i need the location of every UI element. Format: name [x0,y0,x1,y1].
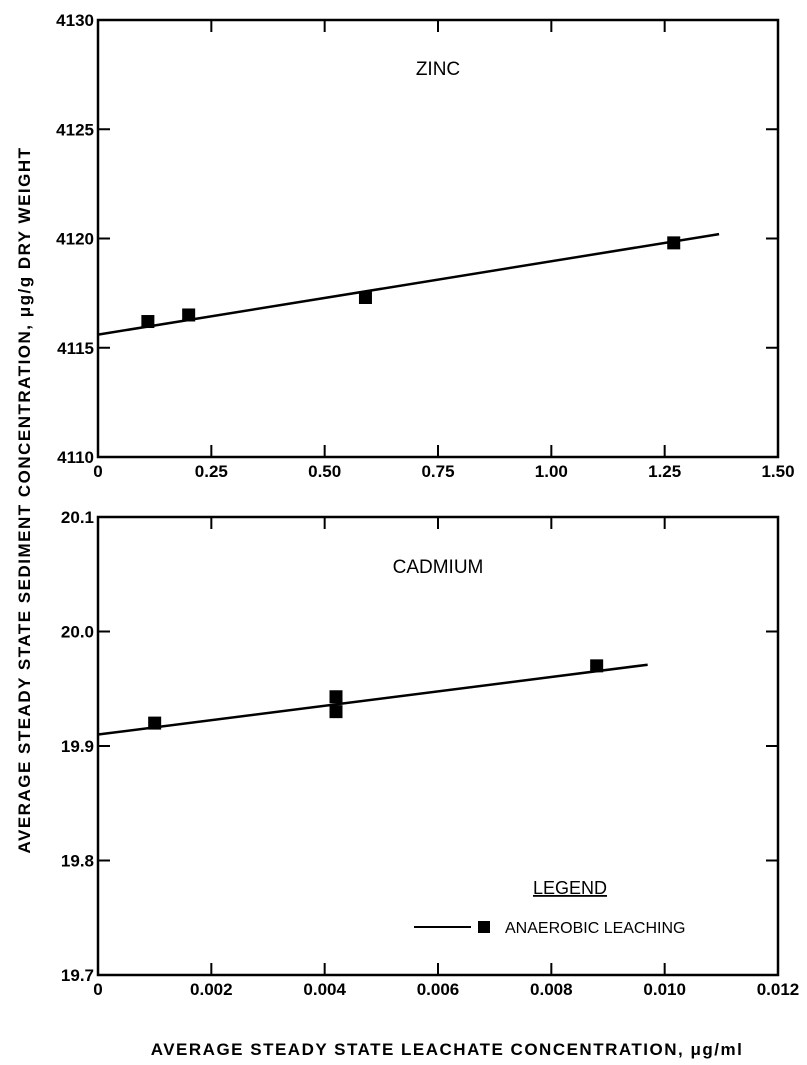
x-tick-label: 0.50 [308,462,341,481]
y-tick-label: 20.0 [61,623,94,642]
cadmium-panel: 0 0.002 0.004 0.006 0.008 0.010 0.012 19.7 19.8 1… [61,508,799,999]
legend-marker [478,921,490,933]
legend-title: LEGEND [533,878,607,898]
y-tick-label: 19.8 [61,852,94,871]
y-axis-label: AVERAGE STEADY STATE SEDIMENT CONCENTRAT… [15,146,34,853]
x-axis-label: AVERAGE STEADY STATE LEACHATE CONCENTRAT… [151,1040,744,1059]
data-point [358,290,372,304]
zinc-panel: 0 0.25 0.50 0.75 1.00 1.25 1.50 4110 4115 4120 412… [56,11,794,481]
data-point [182,308,196,322]
y-tick-label: 4130 [56,11,94,30]
panel-title: ZINC [416,59,460,80]
x-tick-label: 0.012 [757,980,800,999]
data-point [590,659,604,673]
x-tick-label: 0.010 [643,980,686,999]
fit-line [97,663,648,736]
data-point [148,716,162,730]
x-tick-label: 0.25 [195,462,228,481]
y-tick-label: 19.9 [61,737,94,756]
x-tick-label: 0.75 [421,462,454,481]
y-tick-label: 4120 [56,230,94,249]
legend-label: ANAEROBIC LEACHING [505,920,685,937]
x-tick-label: 0.002 [190,980,233,999]
y-tick-label: 4110 [57,448,94,467]
y-tick-label: 19.7 [61,966,94,985]
y-tick-label: 20.1 [61,508,94,527]
x-tick-label: 0 [93,462,102,481]
y-tick-label: 4115 [57,339,94,358]
plot-frame [96,515,780,977]
x-tick-label: 0 [93,980,102,999]
data-point [667,236,681,250]
x-tick-label: 1.50 [761,462,794,481]
panel-title: CADMIUM [393,557,484,578]
x-tick-label: 0.006 [417,980,460,999]
y-tick-label: 4125 [56,120,94,139]
x-tick-label: 1.25 [648,462,681,481]
fit-line [97,232,720,336]
data-point [329,705,343,719]
data-point [141,315,155,329]
x-tick-label: 0.008 [530,980,573,999]
data-point [329,690,343,704]
x-tick-label: 0.004 [303,980,346,999]
x-tick-label: 1.00 [535,462,568,481]
